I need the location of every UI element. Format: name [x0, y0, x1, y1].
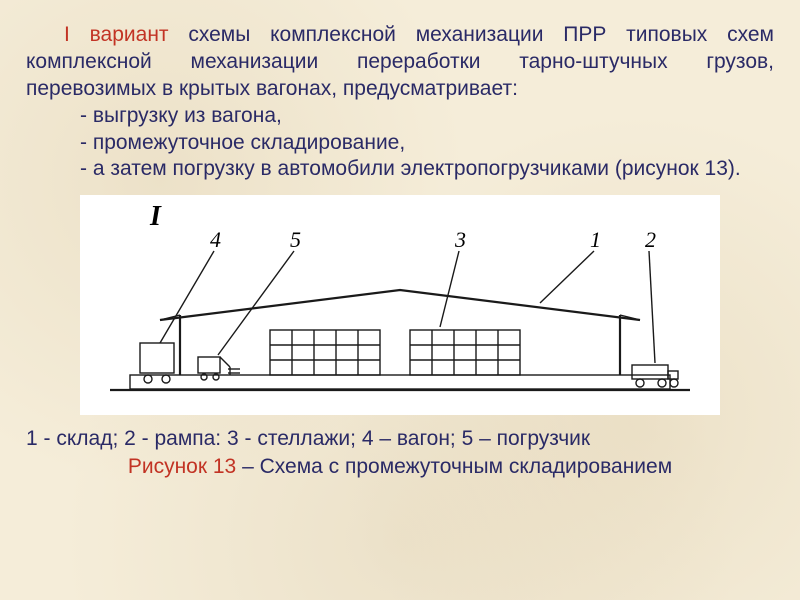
callout-2: 2	[645, 227, 656, 252]
intro-highlight: I вариант	[64, 23, 169, 46]
variant-label: I	[149, 201, 162, 232]
bullet-3: - а затем погрузку в автомобили электроп…	[26, 156, 774, 183]
figure-13: I	[80, 195, 720, 415]
warehouse-diagram: I	[80, 195, 720, 415]
bullet-1: - выгрузку из вагона,	[26, 103, 774, 130]
figure-legend: 1 - склад; 2 - рампа: 3 - стеллажи; 4 – …	[26, 425, 774, 452]
intro-paragraph: I вариант схемы комплексной механизации …	[26, 22, 774, 103]
callout-1: 1	[590, 227, 601, 252]
callout-3: 3	[454, 227, 466, 252]
figure-caption: Рисунок 13 – Схема с промежуточным склад…	[26, 453, 774, 480]
caption-rest: – Схема с промежуточным складированием	[236, 455, 672, 478]
caption-prefix: Рисунок 13	[128, 455, 236, 478]
bullet-2: - промежуточное складирование,	[26, 130, 774, 157]
callout-4: 4	[210, 227, 221, 252]
callout-5: 5	[290, 227, 301, 252]
